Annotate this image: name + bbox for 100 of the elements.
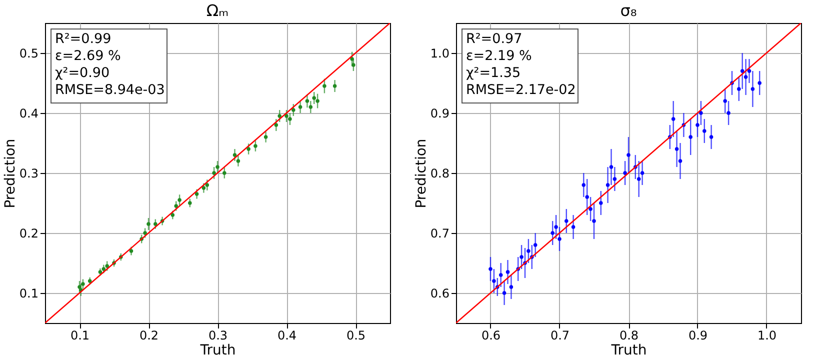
point (488, 267, 492, 271)
x-tick-label: 0.2 (139, 328, 159, 342)
annotation: R²=0.97 (466, 31, 522, 47)
x-axis-title: Truth (199, 342, 236, 358)
point (623, 171, 627, 175)
point (678, 159, 682, 163)
point (264, 135, 268, 139)
point (322, 84, 326, 88)
x-axis-title: Truth (610, 342, 647, 358)
point (592, 219, 596, 223)
y-tick-label: 0.7 (430, 226, 450, 240)
y-axis-title: Prediction (413, 138, 430, 208)
point (526, 249, 530, 253)
point (78, 285, 82, 289)
point (740, 69, 744, 73)
point (696, 123, 700, 127)
point (744, 75, 748, 79)
point (509, 285, 514, 289)
point (609, 165, 614, 169)
y-tick-label: 0.3 (19, 166, 38, 180)
y-tick-label: 0.8 (430, 166, 450, 180)
point (554, 225, 558, 229)
annotation: ε=2.69 % (55, 48, 121, 64)
point (582, 183, 586, 187)
point (312, 96, 316, 100)
point (178, 198, 182, 202)
point (278, 114, 282, 118)
point (350, 57, 354, 61)
chart-title: σ₈ (620, 1, 637, 20)
point (216, 165, 220, 169)
point (702, 129, 706, 133)
y-tick-label: 0.9 (430, 106, 450, 120)
point (352, 63, 356, 67)
annotation: χ²=1.35 (466, 65, 521, 81)
point (640, 171, 644, 175)
point (146, 222, 150, 226)
point (236, 159, 240, 163)
y-tick-label: 0.5 (19, 46, 38, 60)
point (520, 255, 524, 259)
annotation: ε=2.19 % (466, 48, 532, 64)
point (194, 192, 199, 196)
point (585, 195, 589, 199)
x-tick-label: 0.9 (688, 328, 708, 342)
point (758, 81, 762, 85)
point (737, 87, 741, 91)
annotation: R²=0.99 (55, 31, 112, 47)
x-tick-label: 0.8 (619, 328, 639, 342)
point (674, 147, 679, 151)
point (105, 264, 109, 268)
point (626, 153, 630, 157)
point (558, 237, 562, 241)
x-tick-label: 0.7 (550, 328, 570, 342)
point (143, 231, 147, 235)
point (222, 171, 226, 175)
annotation: RMSE=8.94e-03 (55, 82, 165, 98)
point (102, 267, 106, 271)
point (636, 177, 641, 181)
annotation: χ²=0.90 (55, 65, 110, 81)
point (506, 270, 510, 274)
point (274, 123, 278, 127)
point (254, 144, 258, 148)
point (288, 117, 292, 121)
x-tick-label: 0.4 (277, 328, 297, 342)
point (188, 201, 192, 205)
x-tick-label: 0.3 (208, 328, 228, 342)
point (129, 249, 134, 253)
y-tick-label: 0.1 (19, 286, 38, 300)
point (699, 111, 703, 115)
point (747, 69, 752, 73)
point (726, 111, 730, 115)
point (154, 222, 158, 226)
point (571, 225, 576, 229)
point (308, 105, 313, 109)
y-axis-title: Prediction (2, 138, 18, 208)
point (498, 273, 503, 277)
point (599, 201, 603, 205)
point (232, 153, 237, 157)
point (81, 282, 85, 286)
y-tick-label: 0.2 (19, 226, 38, 240)
point (305, 99, 310, 103)
point (298, 105, 302, 109)
point (202, 186, 206, 190)
point (502, 291, 506, 295)
point (492, 279, 496, 283)
point (332, 84, 337, 88)
point (612, 177, 617, 181)
x-tick-label: 1.0 (757, 328, 777, 342)
point (316, 99, 320, 103)
annotation: RMSE=2.17e-02 (466, 82, 576, 98)
point (174, 204, 178, 208)
x-tick-label: 0.1 (70, 328, 90, 342)
x-tick-label: 0.6 (481, 328, 501, 342)
point (292, 108, 296, 112)
point (533, 243, 538, 247)
x-tick-label: 0.5 (346, 328, 366, 342)
point (564, 219, 568, 223)
point (723, 99, 727, 103)
point (246, 147, 250, 151)
y-tick-label: 0.4 (19, 106, 38, 120)
point (170, 213, 175, 217)
